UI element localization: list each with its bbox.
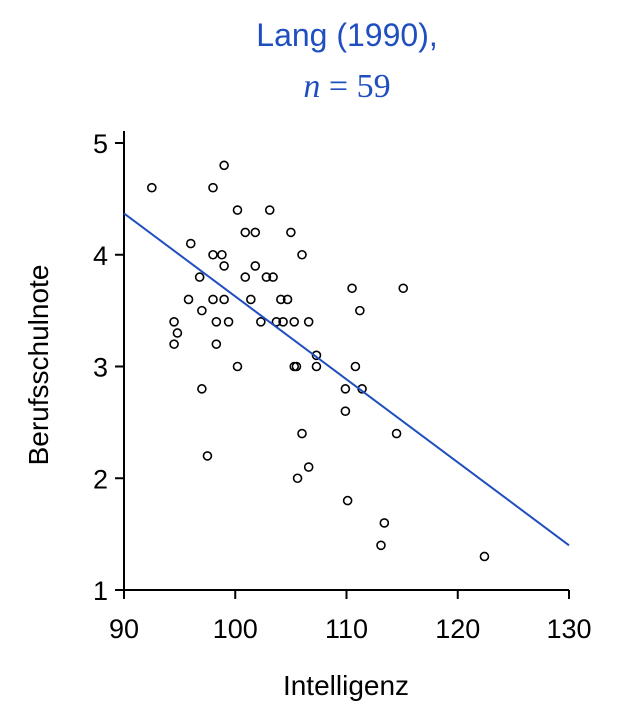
chart-subtitle: n = 59 — [303, 68, 390, 105]
data-point — [278, 316, 288, 327]
x-tick-label: 90 — [109, 614, 139, 644]
data-point — [297, 428, 307, 439]
data-point — [289, 316, 300, 327]
data-point — [303, 462, 314, 472]
data-point — [303, 316, 314, 327]
data-point — [311, 350, 322, 361]
data-point — [479, 551, 490, 562]
data-point — [240, 227, 251, 238]
data-point — [208, 182, 218, 193]
data-point — [169, 316, 179, 327]
data-point — [286, 227, 296, 238]
x-axis-label: Intelligenz — [283, 670, 409, 701]
data-point — [340, 384, 351, 394]
regression-line — [123, 212, 570, 547]
data-point — [261, 272, 272, 282]
data-point — [211, 316, 222, 327]
y-tick-label: 3 — [93, 353, 108, 383]
axis-ticks: 90 100 110 120 130 1 2 3 4 5 — [93, 129, 592, 644]
data-point — [342, 495, 353, 506]
data-point — [276, 294, 286, 305]
data-point — [282, 294, 293, 305]
y-axis-label: Berufsschulnote — [23, 265, 54, 466]
data-point — [169, 339, 179, 349]
data-point — [268, 272, 278, 282]
data-point — [398, 283, 409, 294]
data-point — [264, 205, 275, 215]
data-point — [250, 261, 261, 271]
data-point — [223, 316, 234, 327]
y-tick-label: 1 — [93, 576, 108, 606]
data-point — [246, 294, 256, 305]
data-point — [271, 316, 282, 327]
y-tick-label: 4 — [93, 241, 108, 271]
data-point — [291, 361, 302, 372]
data-point — [240, 272, 251, 282]
data-point — [208, 249, 218, 260]
data-points — [147, 160, 490, 562]
x-tick-label: 130 — [546, 614, 591, 644]
chart-title: Lang (1990), — [256, 17, 437, 53]
data-point — [292, 473, 303, 484]
x-tick-label: 110 — [325, 614, 368, 644]
data-point — [391, 428, 402, 439]
data-point — [202, 451, 213, 461]
data-point — [185, 238, 196, 249]
plot-area: 90 100 110 120 130 1 2 3 4 5 — [93, 129, 592, 644]
data-point — [197, 305, 207, 316]
data-point — [183, 294, 194, 305]
data-point — [376, 540, 386, 551]
data-point — [256, 316, 266, 327]
x-tick-label: 120 — [435, 614, 480, 644]
y-tick-label: 2 — [93, 464, 108, 494]
data-point — [217, 249, 227, 260]
data-point — [340, 406, 351, 417]
data-point — [232, 205, 243, 215]
data-point — [211, 339, 222, 349]
data-point — [194, 272, 205, 282]
data-point — [219, 261, 229, 271]
data-point — [250, 227, 261, 238]
data-point — [219, 294, 229, 305]
data-point — [355, 305, 365, 316]
data-point — [172, 328, 183, 338]
data-point — [347, 283, 357, 294]
data-point — [208, 294, 218, 305]
data-point — [197, 384, 207, 394]
data-point — [297, 249, 307, 260]
y-tick-label: 5 — [93, 129, 108, 159]
data-point — [147, 182, 157, 193]
data-point — [379, 518, 390, 528]
data-point — [232, 361, 243, 372]
data-point — [311, 361, 322, 372]
data-point — [350, 361, 361, 372]
x-tick-label: 100 — [213, 614, 258, 644]
data-point — [219, 160, 229, 171]
